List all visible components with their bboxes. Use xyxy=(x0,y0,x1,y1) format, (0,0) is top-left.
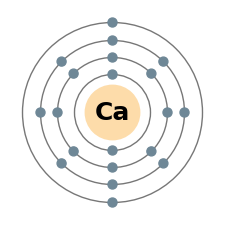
Circle shape xyxy=(108,36,117,45)
Circle shape xyxy=(57,57,66,66)
Circle shape xyxy=(180,108,189,117)
Text: Ca: Ca xyxy=(95,101,130,124)
Circle shape xyxy=(53,108,62,117)
Circle shape xyxy=(108,18,117,27)
Circle shape xyxy=(159,159,168,168)
Circle shape xyxy=(163,108,172,117)
Circle shape xyxy=(86,86,140,140)
Circle shape xyxy=(36,108,45,117)
Circle shape xyxy=(108,53,117,62)
Circle shape xyxy=(108,146,117,155)
Circle shape xyxy=(147,147,156,156)
Circle shape xyxy=(69,69,78,78)
Circle shape xyxy=(108,163,117,172)
Circle shape xyxy=(108,198,117,207)
Circle shape xyxy=(57,159,66,168)
Circle shape xyxy=(108,70,117,79)
Circle shape xyxy=(159,57,168,66)
Circle shape xyxy=(69,147,78,156)
Circle shape xyxy=(108,180,117,189)
Circle shape xyxy=(147,69,156,78)
